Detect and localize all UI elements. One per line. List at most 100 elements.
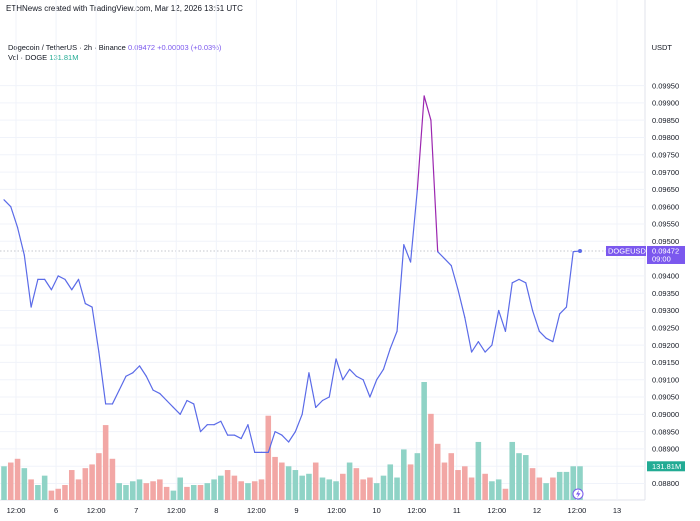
volume-bar — [509, 441, 516, 500]
price-line-segment — [199, 424, 208, 433]
price-line-segment — [403, 244, 412, 263]
price-line-segment — [430, 119, 439, 253]
price-tick-label: 0.09650 — [652, 185, 679, 194]
last-price: 0.09472 — [127, 43, 156, 52]
volume-bar — [543, 483, 549, 500]
volume-tag-bg — [647, 461, 685, 472]
price-line-segment — [321, 396, 330, 402]
price-tick-label: 0.08800 — [652, 479, 679, 488]
price-tick-label: 0.09400 — [652, 272, 679, 281]
price-tick-label: 0.09000 — [652, 410, 679, 419]
price-tag-bg — [647, 245, 685, 264]
symbol-tag-label: DOGEUSDT — [608, 247, 651, 256]
price-line-segment — [3, 199, 12, 208]
price-tick-label: 0.08950 — [652, 427, 679, 436]
price-line-segment — [213, 420, 222, 426]
volume-bar — [150, 481, 156, 500]
time-tick-label: 11 — [453, 506, 461, 515]
price-line-segment — [376, 368, 385, 381]
volume-bar — [96, 453, 102, 500]
price-line-segment — [23, 254, 32, 308]
price-line-segment — [355, 375, 364, 381]
volume-bar — [123, 485, 129, 500]
volume-bar — [129, 481, 136, 500]
price-line-segment — [450, 264, 459, 291]
price-line-segment — [16, 226, 25, 256]
price-line-segment — [484, 344, 493, 353]
price-line-segment — [240, 424, 249, 440]
volume-bar — [62, 485, 68, 500]
price-line-segment — [552, 313, 561, 343]
price-tick-label: 0.09300 — [652, 306, 679, 315]
price-line — [3, 95, 582, 453]
price-line-segment — [559, 306, 568, 315]
price-line-segment — [525, 282, 534, 312]
volume-bar — [353, 468, 360, 500]
volume-bar — [177, 477, 183, 500]
volume-label[interactable]: Vol · DOGE — [8, 53, 48, 62]
volume-bar — [394, 477, 400, 500]
chart-attribution: ETHNews created with TradingView.com, Ma… — [6, 4, 243, 13]
price-tick-label: 0.09100 — [652, 375, 679, 384]
volume-bar — [550, 477, 556, 500]
price-line-segment — [132, 365, 141, 374]
volume-bar — [482, 473, 488, 500]
price-line-segment — [328, 358, 337, 398]
volume-bar — [7, 462, 14, 500]
price-line-segment — [220, 420, 229, 436]
time-tick-label: 8 — [214, 506, 218, 515]
volume-bar — [190, 485, 197, 500]
volume-bar — [401, 449, 407, 500]
price-line-segment — [125, 372, 134, 377]
volume-bar — [204, 483, 211, 500]
volume-bar — [28, 479, 34, 500]
price-line-segment — [396, 244, 405, 332]
volume-bar — [14, 458, 21, 500]
price-line-segment — [64, 278, 73, 291]
chart-legend: Dogecoin / TetherUS · 2h · Binance 0.094… — [8, 43, 221, 63]
price-line-segment — [152, 389, 161, 395]
price-line-segment — [538, 330, 547, 339]
volume-bar — [163, 486, 170, 500]
price-tick-label: 0.08900 — [652, 445, 679, 454]
price-line-segment — [98, 351, 107, 405]
volume-bar — [360, 479, 366, 500]
volume-bar — [245, 483, 251, 500]
volume-bar — [89, 464, 95, 500]
volume-bar — [170, 490, 177, 500]
volume-bar — [211, 479, 217, 500]
price-line-segment — [281, 434, 290, 443]
volume-bar — [340, 473, 346, 500]
price-line-segment — [166, 399, 175, 409]
volume-bar — [238, 481, 244, 500]
price-line-segment — [511, 278, 520, 284]
volume-bar — [306, 473, 312, 500]
symbol-label[interactable]: Dogecoin / TetherUS · 2h · Binance — [8, 43, 126, 52]
price-line-segment — [247, 424, 256, 453]
volume-bar — [489, 481, 495, 500]
volume-bar — [55, 488, 61, 500]
price-tick-label: 0.09050 — [652, 393, 679, 402]
price-line-segment — [477, 341, 486, 353]
volume-bar — [279, 462, 285, 500]
price-line-segment — [423, 95, 432, 121]
price-line-segment — [437, 251, 446, 260]
volume-bar — [421, 382, 427, 500]
price-line-segment — [531, 309, 540, 332]
volume-bar — [319, 477, 326, 500]
volume-bar — [265, 415, 272, 500]
volume-bar — [82, 468, 89, 500]
volume-bar — [218, 475, 224, 500]
price-line-segment — [416, 95, 425, 190]
volume-bar — [75, 479, 82, 500]
price-line-segment — [267, 431, 276, 453]
volume-bar — [136, 479, 143, 500]
price-tick-label: 0.09950 — [652, 81, 679, 90]
volume-bar — [516, 453, 522, 500]
volume-bar — [102, 425, 109, 500]
price-line-segment — [30, 278, 39, 308]
volume-bar — [346, 462, 353, 500]
countdown-label: 09:00 — [652, 254, 671, 263]
price-line-segment — [565, 251, 574, 308]
